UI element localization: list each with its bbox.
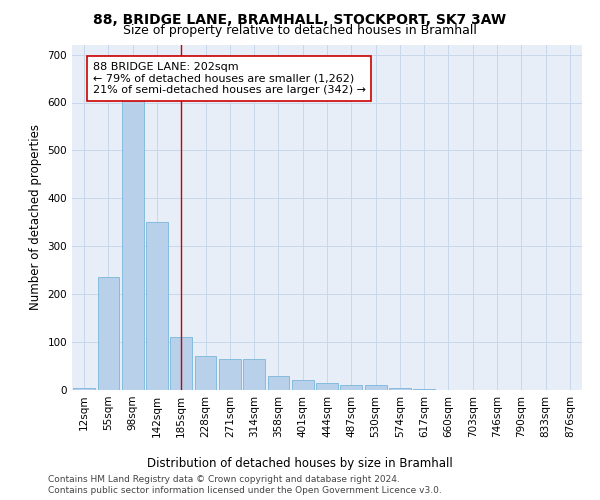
Bar	[219, 359, 241, 390]
Bar	[365, 385, 386, 390]
Bar	[413, 389, 435, 390]
Y-axis label: Number of detached properties: Number of detached properties	[29, 124, 42, 310]
Bar	[243, 359, 265, 390]
Text: Contains HM Land Registry data © Crown copyright and database right 2024.: Contains HM Land Registry data © Crown c…	[48, 475, 400, 484]
Bar	[268, 376, 289, 390]
Bar	[340, 385, 362, 390]
Bar	[146, 222, 168, 390]
Bar	[389, 388, 411, 390]
Text: 88, BRIDGE LANE, BRAMHALL, STOCKPORT, SK7 3AW: 88, BRIDGE LANE, BRAMHALL, STOCKPORT, SK…	[94, 12, 506, 26]
Text: 88 BRIDGE LANE: 202sqm
← 79% of detached houses are smaller (1,262)
21% of semi-: 88 BRIDGE LANE: 202sqm ← 79% of detached…	[92, 62, 365, 95]
Bar	[316, 383, 338, 390]
Bar	[292, 380, 314, 390]
Bar	[122, 88, 143, 390]
Bar	[194, 356, 217, 390]
Text: Distribution of detached houses by size in Bramhall: Distribution of detached houses by size …	[147, 458, 453, 470]
Text: Size of property relative to detached houses in Bramhall: Size of property relative to detached ho…	[123, 24, 477, 37]
Text: Contains public sector information licensed under the Open Government Licence v3: Contains public sector information licen…	[48, 486, 442, 495]
Bar	[97, 278, 119, 390]
Bar	[73, 388, 95, 390]
Bar	[170, 338, 192, 390]
